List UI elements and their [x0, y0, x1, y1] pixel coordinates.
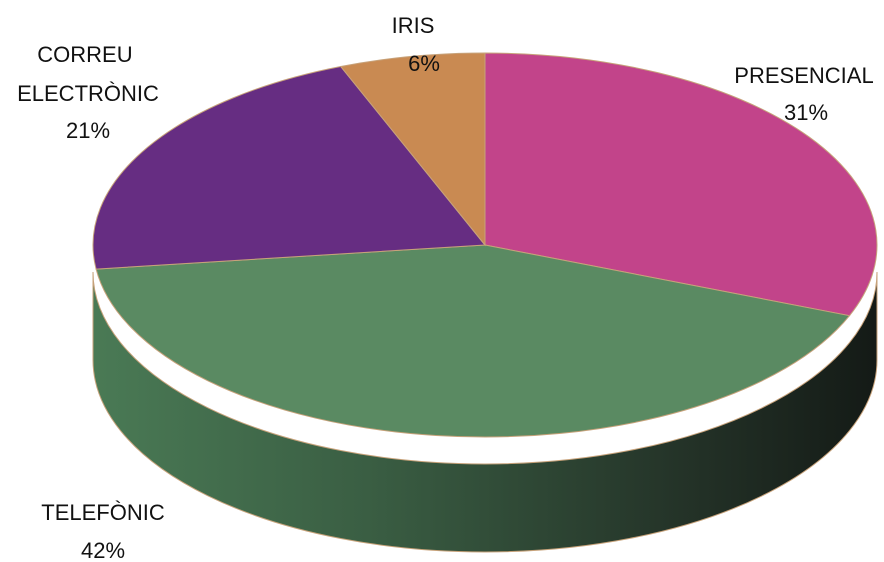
slice-label-iris: IRIS [392, 13, 435, 38]
slice-label-telefonic: TELEFÒNIC [41, 500, 165, 525]
slice-presencial [484, 52, 878, 317]
slice-label-correu-line2: ELECTRÒNIC [17, 81, 159, 106]
pie-side-wall [92, 271, 878, 553]
slice-value-presencial: 31% [784, 100, 828, 125]
pie-slices [92, 52, 878, 438]
slice-correu [92, 65, 486, 270]
slice-iris [339, 52, 486, 247]
slice-label-correu-line1: CORREU [37, 42, 132, 67]
slice-value-correu: 21% [66, 118, 110, 143]
slice-label-correu: CORREU ELECTRÒNIC [17, 42, 159, 106]
slice-telefonic [95, 244, 851, 438]
slice-value-telefonic: 42% [81, 538, 125, 562]
slice-value-iris: 6% [408, 51, 440, 76]
slice-label-presencial: PRESENCIAL [734, 63, 873, 88]
